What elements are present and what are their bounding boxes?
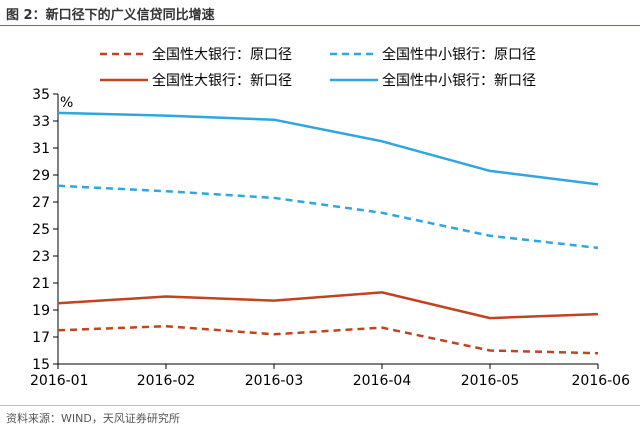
source-note: 资料来源：WIND，天风证券研究所 (6, 412, 180, 425)
series-line (57, 291, 599, 320)
y-tick-label: 33 (32, 114, 50, 130)
y-tick-label: 21 (32, 276, 50, 292)
y-axis: 15 17 19 21 23 25 27 29 31 33 35% (32, 87, 73, 373)
series-line (57, 111, 599, 186)
legend-label: 全国性中小银行：新口径 (382, 72, 536, 89)
y-tick-label: 19 (32, 303, 50, 319)
x-tick-label: 2016-03 (245, 373, 304, 389)
y-axis-unit-label: % (60, 95, 73, 111)
y-tick-label: 29 (32, 168, 50, 184)
y-tick-label: 17 (32, 330, 50, 346)
series-lines (57, 111, 599, 355)
legend-label: 全国性中小银行：原口径 (382, 46, 536, 63)
title-divider (0, 25, 640, 26)
x-tick-label: 2016-01 (30, 373, 89, 389)
y-tick-label: 25 (32, 222, 50, 238)
series-line (57, 324, 599, 355)
x-tick-label: 2016-05 (461, 373, 520, 389)
y-tick-label: 27 (32, 195, 50, 211)
y-tick-label: 31 (32, 141, 50, 157)
source-divider (0, 405, 640, 406)
x-tick-label: 2016-06 (572, 373, 631, 389)
x-axis: 2016-01 2016-02 2016-03 2016-04 2016-05 2016-… (30, 363, 631, 389)
x-tick-label: 2016-02 (137, 373, 196, 389)
legend-label: 全国性大银行：原口径 (152, 46, 292, 63)
legend-label: 全国性大银行：新口径 (152, 72, 292, 89)
y-tick-label: 35 (32, 87, 50, 103)
figure-title: 图 2：新口径下的广义信贷同比增速 (6, 8, 215, 23)
y-tick-label: 15 (32, 357, 50, 373)
series-line (57, 184, 599, 250)
x-tick-label: 2016-04 (353, 373, 412, 389)
y-tick-label: 23 (32, 249, 50, 265)
